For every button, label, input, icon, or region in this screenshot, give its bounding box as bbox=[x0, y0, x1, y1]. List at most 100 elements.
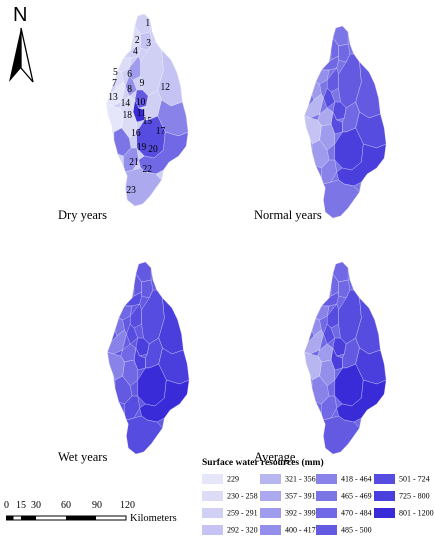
scale-tick-30: 30 bbox=[31, 500, 41, 511]
panel-label-normal: Normal years bbox=[254, 208, 322, 222]
subbasin-number-label: 12 bbox=[161, 82, 171, 93]
north-arrow: N bbox=[4, 4, 38, 86]
average-map bbox=[304, 261, 387, 455]
legend-swatch bbox=[260, 508, 281, 519]
subbasin-number-label: 9 bbox=[140, 78, 145, 89]
legend-label: 485 - 500 bbox=[341, 525, 372, 535]
scale-tick-15: 15 bbox=[16, 500, 26, 511]
legend-item: 230 - 258 bbox=[202, 491, 258, 503]
subbasin-number-label: 18 bbox=[123, 110, 133, 121]
subbasin-5 bbox=[315, 305, 330, 321]
subbasin-number-label: 15 bbox=[143, 116, 153, 127]
north-arrow-icon bbox=[9, 27, 34, 83]
legend-swatch bbox=[374, 508, 395, 519]
subbasin-18 bbox=[304, 115, 322, 145]
subbasin-4 bbox=[123, 291, 142, 307]
legend-label: 470 - 484 bbox=[341, 508, 372, 518]
map-panel-normal bbox=[283, 20, 403, 225]
legend: Surface water resources (mm) 229 230 - 25… bbox=[202, 458, 434, 550]
legend-swatch bbox=[202, 491, 223, 502]
subbasin-4 bbox=[122, 43, 141, 59]
subbasin-23 bbox=[125, 167, 162, 207]
subbasin-23 bbox=[323, 179, 360, 219]
subbasin-18 bbox=[106, 103, 124, 133]
legend-label: 292 - 320 bbox=[227, 525, 258, 535]
scale-tick-90: 90 bbox=[92, 500, 102, 511]
subbasin-number-label: 19 bbox=[137, 142, 147, 153]
subbasin-8 bbox=[126, 323, 139, 345]
subbasin-number-label: 2 bbox=[135, 35, 140, 46]
subbasin-5 bbox=[117, 57, 132, 73]
legend-label: 801 - 1200 bbox=[399, 508, 434, 518]
subbasin-8 bbox=[323, 323, 336, 345]
legend-item: 418 - 464 bbox=[316, 474, 372, 486]
legend-item: 485 - 500 bbox=[316, 525, 372, 537]
subbasin-4 bbox=[320, 291, 339, 307]
subbasin-number-label: 7 bbox=[112, 78, 117, 89]
legend-swatch bbox=[316, 508, 337, 519]
subbasin-18 bbox=[304, 351, 322, 381]
legend-title: Surface water resources (mm) bbox=[202, 458, 324, 468]
subbasin-21 bbox=[321, 159, 337, 185]
subbasin-21 bbox=[124, 395, 140, 421]
normal-years-map bbox=[304, 25, 387, 219]
legend-label: 418 - 464 bbox=[341, 474, 372, 484]
subbasin-number-label: 11 bbox=[137, 108, 146, 119]
subbasin-number-label: 5 bbox=[113, 67, 118, 78]
legend-item: 392 - 399 bbox=[260, 508, 316, 520]
legend-item: 501 - 724 bbox=[374, 474, 430, 486]
legend-swatch bbox=[316, 525, 337, 536]
subbasin-21 bbox=[123, 147, 139, 173]
map-panel-wet bbox=[86, 256, 206, 461]
legend-swatch bbox=[202, 508, 223, 519]
legend-swatch bbox=[202, 474, 223, 485]
legend-label: 465 - 469 bbox=[341, 491, 372, 501]
legend-swatch bbox=[260, 491, 281, 502]
legend-item: 357 - 391 bbox=[260, 491, 316, 503]
subbasin-number-label: 10 bbox=[136, 97, 146, 108]
subbasin-number-label: 22 bbox=[143, 164, 153, 175]
subbasin-number-label: 23 bbox=[126, 185, 136, 196]
legend-item: 801 - 1200 bbox=[374, 508, 434, 520]
subbasin-number-label: 21 bbox=[129, 157, 139, 168]
subbasin-number-label: 1 bbox=[145, 18, 150, 29]
subbasin-8 bbox=[323, 87, 336, 109]
legend-label: 400 - 417 bbox=[285, 525, 316, 535]
legend-label: 725 - 800 bbox=[399, 491, 430, 501]
legend-label: 229 bbox=[227, 474, 239, 484]
legend-swatch bbox=[316, 491, 337, 502]
wet-years-map bbox=[107, 261, 190, 455]
subbasin-number-label: 8 bbox=[127, 84, 132, 95]
scale-tick-60: 60 bbox=[61, 500, 71, 511]
legend-label: 392 - 399 bbox=[285, 508, 316, 518]
subbasin-4 bbox=[320, 55, 339, 71]
legend-label: 321 - 356 bbox=[285, 474, 316, 484]
legend-swatch bbox=[260, 525, 281, 536]
scale-tick-120: 120 bbox=[120, 500, 135, 511]
subbasin-number-label: 17 bbox=[156, 126, 166, 137]
legend-swatch bbox=[316, 474, 337, 485]
subbasin-number-label: 16 bbox=[131, 128, 141, 139]
map-panel-dry: 1 2 3 4 5 6 7 8 9 10 11 12 13 14 15 16 17 18 19 20 21 22 23 bbox=[85, 8, 205, 213]
legend-item: 292 - 320 bbox=[202, 525, 258, 537]
legend-label: 501 - 724 bbox=[399, 474, 430, 484]
legend-label: 357 - 391 bbox=[285, 491, 316, 501]
panel-label-wet: Wet years bbox=[58, 450, 108, 464]
subbasin-number-label: 6 bbox=[127, 69, 132, 80]
north-arrow-letter: N bbox=[13, 4, 28, 26]
subbasin-number-label: 20 bbox=[148, 144, 158, 155]
legend-label: 230 - 258 bbox=[227, 491, 258, 501]
subbasin-21 bbox=[321, 395, 337, 421]
subbasin-5 bbox=[118, 305, 133, 321]
legend-item: 470 - 484 bbox=[316, 508, 372, 520]
legend-item: 321 - 356 bbox=[260, 474, 316, 486]
legend-item: 725 - 800 bbox=[374, 491, 430, 503]
subbasin-number-label: 13 bbox=[108, 92, 118, 103]
panel-label-dry: Dry years bbox=[58, 208, 107, 222]
scale-unit-label: Kilometers bbox=[130, 513, 177, 524]
subbasin-23 bbox=[323, 415, 360, 455]
subbasin-number-label: 3 bbox=[146, 38, 151, 49]
scale-bar: 0 15 30 60 90 120 Kilometers bbox=[4, 500, 204, 530]
legend-swatch bbox=[260, 474, 281, 485]
